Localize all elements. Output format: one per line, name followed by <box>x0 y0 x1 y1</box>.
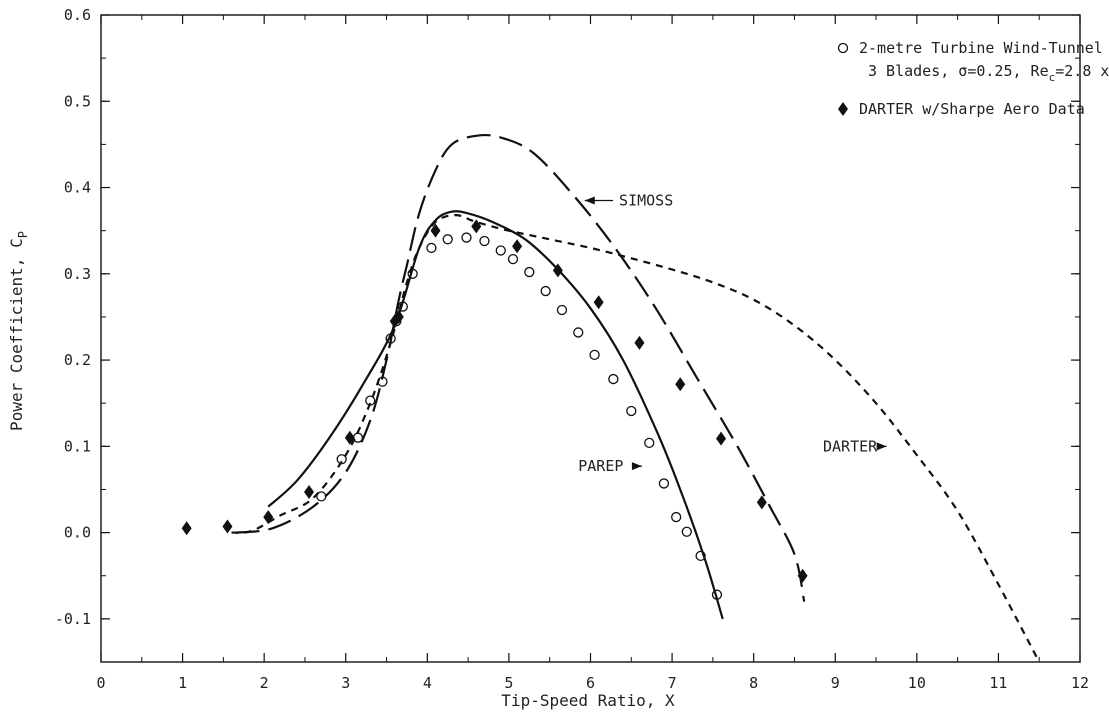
data-point-filled-diamond <box>756 495 767 510</box>
legend-open-circle-marker <box>837 42 849 54</box>
data-point-filled-diamond <box>512 239 523 254</box>
legend-conditions-prefix: 3 Blades, σ=0.25, Re <box>868 62 1049 80</box>
y-tick-label: 0.3 <box>64 265 91 283</box>
x-tick-label: 10 <box>908 674 926 692</box>
data-point-open-circle <box>589 349 600 361</box>
data-point-filled-diamond <box>634 335 645 350</box>
x-tick-label: 3 <box>341 674 350 692</box>
series-line-darter <box>231 213 1041 663</box>
data-point-filled-diamond <box>471 219 482 234</box>
data-point-open-circle <box>479 235 490 247</box>
legend-entry-wind-tunnel-conditions: 3 Blades, σ=0.25, Rec=2.8 x 105 <box>868 58 1109 84</box>
data-point-open-circle <box>681 526 692 537</box>
x-tick-label: 8 <box>749 674 758 692</box>
annotation-label-darter: DARTER <box>823 437 878 455</box>
legend: 2-metre Turbine Wind-Tunnel Data 3 Blade… <box>837 39 1109 118</box>
data-point-open-circle <box>495 245 506 256</box>
data-point-open-circle <box>573 327 584 338</box>
data-point-filled-diamond <box>675 377 686 392</box>
x-tick-label: 4 <box>423 674 432 692</box>
x-tick-label: 9 <box>831 674 840 692</box>
data-point-open-circle <box>540 285 551 297</box>
data-point-open-circle <box>426 242 437 254</box>
x-axis-title: Tip-Speed Ratio, X <box>501 691 675 710</box>
data-point-filled-diamond <box>430 223 441 238</box>
x-tick-label: 5 <box>504 674 513 692</box>
y-axis-title: Power Coefficient, CP <box>7 231 30 431</box>
axes: 0 1 2 3 4 5 6 7 8 9 10 11 12-0.10.00.10.20.30.40.50.… <box>55 6 1089 692</box>
legend-conditions-subscript: c <box>1049 71 1056 84</box>
y-tick-label: 0.0 <box>64 524 91 542</box>
y-axis-title-text: Power Coefficient, C <box>7 238 26 431</box>
y-tick-label: -0.1 <box>55 610 91 628</box>
legend-conditions-mid: =2.8 x 10 <box>1055 62 1109 80</box>
y-tick-label: 0.5 <box>64 92 91 110</box>
legend-entry-wind-tunnel: 2-metre Turbine Wind-Tunnel Data <box>859 39 1109 57</box>
y-tick-label: 0.4 <box>64 179 91 197</box>
x-tick-label: 2 <box>260 674 269 692</box>
data-point-open-circle <box>626 405 637 417</box>
data-point-open-circle <box>507 253 519 265</box>
data-point-open-circle <box>608 373 619 385</box>
data-point-filled-diamond <box>716 431 727 446</box>
annotation-arrowhead-simoss <box>584 196 595 205</box>
annotation-arrowhead-darter <box>876 442 887 451</box>
data-point-open-circle <box>461 232 472 243</box>
annotation-label-simoss: SIMOSS <box>619 191 673 209</box>
y-axis-title-subscript: P <box>16 231 30 238</box>
y-tick-label: 0.6 <box>64 6 91 24</box>
data-point-filled-diamond <box>222 519 233 534</box>
annotations: SIMOSS DARTER PAREP <box>578 191 887 475</box>
data-point-filled-diamond <box>304 485 315 500</box>
x-tick-label: 1 <box>178 674 187 692</box>
data-point-open-circle <box>671 511 682 523</box>
legend-filled-diamond-marker <box>838 102 848 116</box>
x-tick-label: 7 <box>668 674 677 692</box>
series-line-simoss <box>235 133 806 602</box>
data-point-open-circle <box>524 266 535 278</box>
annotation-label-parep: PAREP <box>578 457 623 475</box>
y-tick-label: 0.1 <box>64 437 91 455</box>
y-tick-label: 0.2 <box>64 351 91 369</box>
data-point-open-circle <box>658 478 670 489</box>
x-tick-label: 12 <box>1071 674 1089 692</box>
data-point-filled-diamond <box>593 295 604 310</box>
data-point-open-circle <box>644 437 655 449</box>
series-group <box>181 133 1041 663</box>
data-point-open-circle <box>336 454 347 465</box>
series-line-parep <box>267 210 724 620</box>
data-point-open-circle <box>442 234 453 245</box>
legend-entry-darter-sharpe: DARTER w/Sharpe Aero Data <box>859 100 1085 118</box>
x-tick-label: 11 <box>989 674 1007 692</box>
annotation-arrowhead-parep <box>631 462 642 471</box>
x-tick-label: 6 <box>586 674 595 692</box>
data-point-filled-diamond <box>181 521 192 536</box>
x-tick-label: 0 <box>96 674 105 692</box>
data-point-open-circle <box>556 304 568 316</box>
